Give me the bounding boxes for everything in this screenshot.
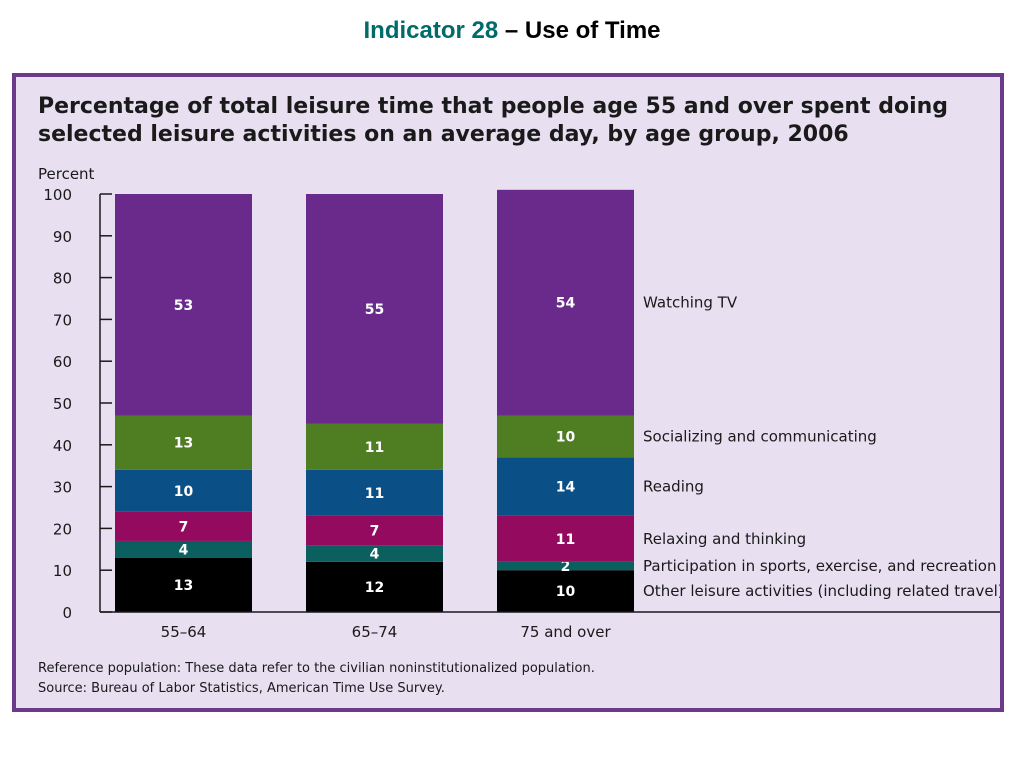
bar-segment <box>115 194 252 416</box>
legend-entry: Socializing and communicating <box>643 427 877 445</box>
data-label: 4 <box>370 546 380 562</box>
data-label: 7 <box>179 519 189 535</box>
data-label: 12 <box>365 580 384 596</box>
data-label: 11 <box>556 532 575 548</box>
y-tick-label: 0 <box>62 604 72 622</box>
y-axis-label: Percent <box>38 165 95 183</box>
x-tick-label: 55–64 <box>161 623 207 641</box>
legend-entry: Watching TV <box>643 294 738 312</box>
y-tick-label: 10 <box>53 562 72 580</box>
bar-segment <box>306 515 443 546</box>
bar-segment <box>497 570 634 612</box>
y-tick-label: 20 <box>53 520 72 538</box>
indicator-label: Indicator 28 <box>363 17 499 44</box>
chart-panel: Percentage of total leisure time that pe… <box>12 73 1004 712</box>
reference-population-note: Reference population: These data refer t… <box>38 661 595 676</box>
bar-segment <box>497 515 634 562</box>
bar-segment <box>306 423 443 470</box>
data-label: 10 <box>556 584 576 600</box>
bar-segment <box>497 415 634 458</box>
y-tick-label: 50 <box>53 395 72 413</box>
data-label: 13 <box>174 578 193 594</box>
y-tick-label: 90 <box>53 228 72 246</box>
legend-entry: Relaxing and thinking <box>643 530 806 548</box>
y-tick-label: 80 <box>53 270 72 288</box>
y-tick-label: 30 <box>53 479 72 497</box>
data-label: 2 <box>561 559 571 575</box>
legend-entry: Other leisure activities (including rela… <box>643 582 1000 600</box>
data-label: 14 <box>556 480 576 496</box>
bar-segment <box>306 545 443 562</box>
data-label: 4 <box>179 542 189 558</box>
bar-segment <box>115 511 252 541</box>
data-label: 10 <box>174 484 194 500</box>
bar-segment <box>306 469 443 516</box>
y-tick-label: 70 <box>53 311 72 329</box>
data-label: 11 <box>365 486 384 502</box>
bar-segment <box>115 540 252 558</box>
bar-segment <box>306 194 443 424</box>
data-label: 55 <box>365 302 384 318</box>
data-label: 10 <box>556 429 576 445</box>
page-title-rest: – Use of Time <box>498 17 661 44</box>
y-tick-label: 100 <box>43 186 72 204</box>
x-tick-label: 65–74 <box>352 623 398 641</box>
source-note: Source: Bureau of Labor Statistics, Amer… <box>38 681 445 696</box>
bar-segment <box>115 557 252 612</box>
y-tick-label: 40 <box>53 437 72 455</box>
data-label: 54 <box>556 296 576 312</box>
bar-segment <box>115 469 252 512</box>
data-label: 11 <box>365 440 384 456</box>
data-label: 53 <box>174 298 193 314</box>
stacked-bar-chart: Percent 0 10 20 30 40 50 60 70 80 90 100 13 4 7 10 13 53 5… <box>38 165 1000 641</box>
chart-title: Percentage of total leisure time that pe… <box>38 94 949 147</box>
x-tick-label: 75 and over <box>520 623 611 641</box>
legend-entry: Participation in sports, exercise, and r… <box>643 557 997 575</box>
bar-segment <box>497 189 634 416</box>
y-tick-label: 60 <box>53 353 72 371</box>
bar-segment <box>306 561 443 612</box>
data-label: 13 <box>174 436 193 452</box>
legend-entry: Reading <box>643 478 704 496</box>
bar-segment <box>497 561 634 571</box>
page-title: Indicator 28 – Use of Time <box>0 17 1024 45</box>
bar-segment <box>497 457 634 516</box>
data-label: 7 <box>370 523 380 539</box>
bar-segment <box>115 415 252 470</box>
footnotes: Reference population: These data refer t… <box>38 659 978 699</box>
